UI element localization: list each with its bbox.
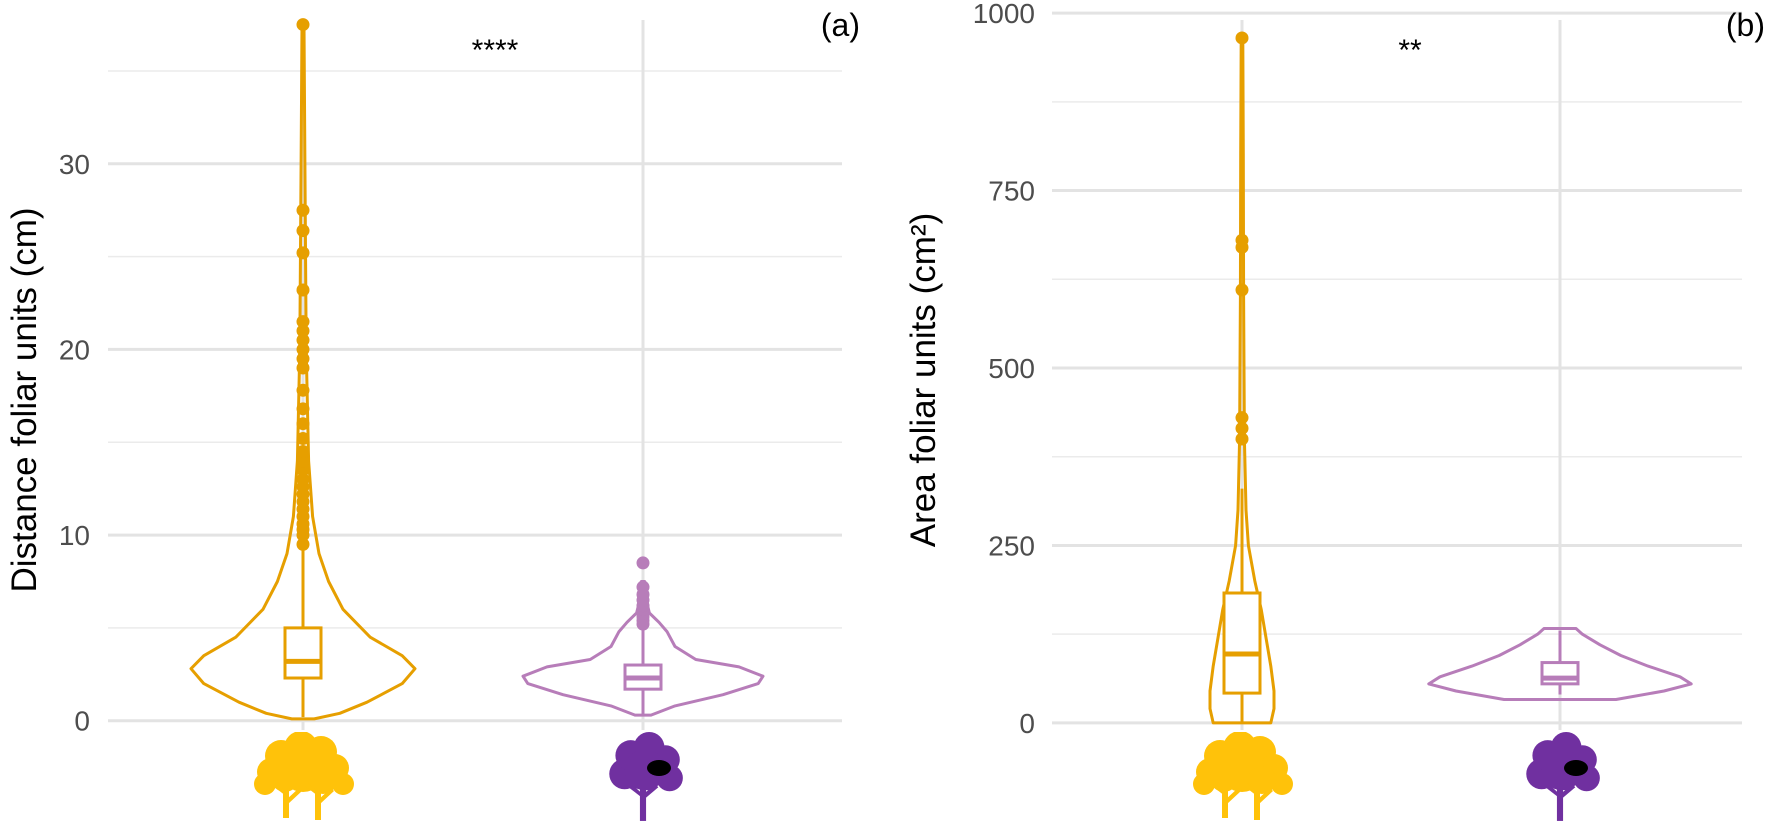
panel-b: 0 250 500 750 1000 Area foliar units (cm²) (…: [904, 0, 1765, 821]
outlier-point: [1235, 421, 1249, 435]
y-tick-label: 10: [59, 520, 90, 551]
panel-label-a: (a): [821, 7, 860, 43]
box: [1222, 591, 1262, 695]
outlier-point: [296, 432, 310, 446]
y-tick-label: 750: [988, 176, 1035, 207]
violin-group: [1427, 627, 1693, 701]
outlier-point: [296, 352, 310, 366]
y-tick-label: 0: [74, 706, 90, 737]
significance-b: **: [1398, 34, 1422, 67]
outlier-point: [296, 18, 310, 32]
significance-a: ****: [472, 34, 519, 67]
outlier-point: [636, 556, 650, 570]
outlier-point: [296, 383, 310, 397]
outlier-point: [296, 246, 310, 260]
outlier-point: [296, 361, 310, 375]
outlier-point: [296, 445, 310, 459]
y-axis-title-a: Distance foliar units (cm): [5, 207, 44, 592]
black-spot-icon: [647, 760, 671, 776]
y-ticks-a: 0 10 20 30: [59, 149, 90, 737]
y-tick-label: 250: [988, 530, 1035, 561]
y-tick-label: 500: [988, 353, 1035, 384]
outlier-point: [296, 315, 310, 329]
outlier-point: [1235, 233, 1249, 247]
panel-label-b: (b): [1726, 7, 1765, 43]
outlier-point: [1235, 283, 1249, 297]
outlier-point: [296, 454, 310, 468]
outlier-point: [1235, 411, 1249, 425]
black-spot-icon: [1564, 760, 1588, 776]
outlier-point: [296, 333, 310, 347]
outlier-point: [296, 402, 310, 416]
yellow-tree-icon: [1193, 732, 1293, 820]
yellow-tree-icon: [254, 732, 354, 820]
outlier-point: [296, 224, 310, 238]
outlier-point: [296, 472, 310, 486]
grid-b: [1052, 11, 1742, 730]
violin-group: [1208, 31, 1276, 725]
outlier-point: [296, 463, 310, 477]
icons-b: [1193, 732, 1600, 821]
outlier-point: [296, 203, 310, 217]
y-tick-label: 1000: [973, 0, 1035, 29]
purple-tree-with-black-spot-icon: [609, 732, 683, 821]
violin-group: [189, 18, 417, 721]
outlier-point: [296, 324, 310, 338]
icons-a: [254, 732, 683, 821]
y-tick-label: 0: [1019, 708, 1035, 739]
violin-group: [521, 556, 765, 717]
groups-a: [189, 18, 765, 721]
y-tick-label: 20: [59, 334, 90, 365]
outlier-point: [636, 580, 650, 594]
y-axis-title-b: Area foliar units (cm²): [904, 213, 943, 548]
y-ticks-b: 0 250 500 750 1000: [973, 0, 1035, 739]
violin-outline: [1427, 627, 1693, 701]
outlier-point: [1235, 432, 1249, 446]
outlier-point: [296, 537, 310, 551]
outlier-point: [296, 342, 310, 356]
outlier-point: [296, 417, 310, 431]
outlier-point: [1235, 31, 1249, 45]
outlier-point: [296, 283, 310, 297]
purple-tree-with-black-spot-icon: [1526, 732, 1600, 821]
panel-a: 0 10 20 30 Distance foliar units (cm) (a) *…: [5, 7, 860, 821]
groups-b: [1208, 31, 1693, 725]
box: [283, 626, 323, 680]
y-tick-label: 30: [59, 149, 90, 180]
grid-a: [108, 20, 842, 730]
